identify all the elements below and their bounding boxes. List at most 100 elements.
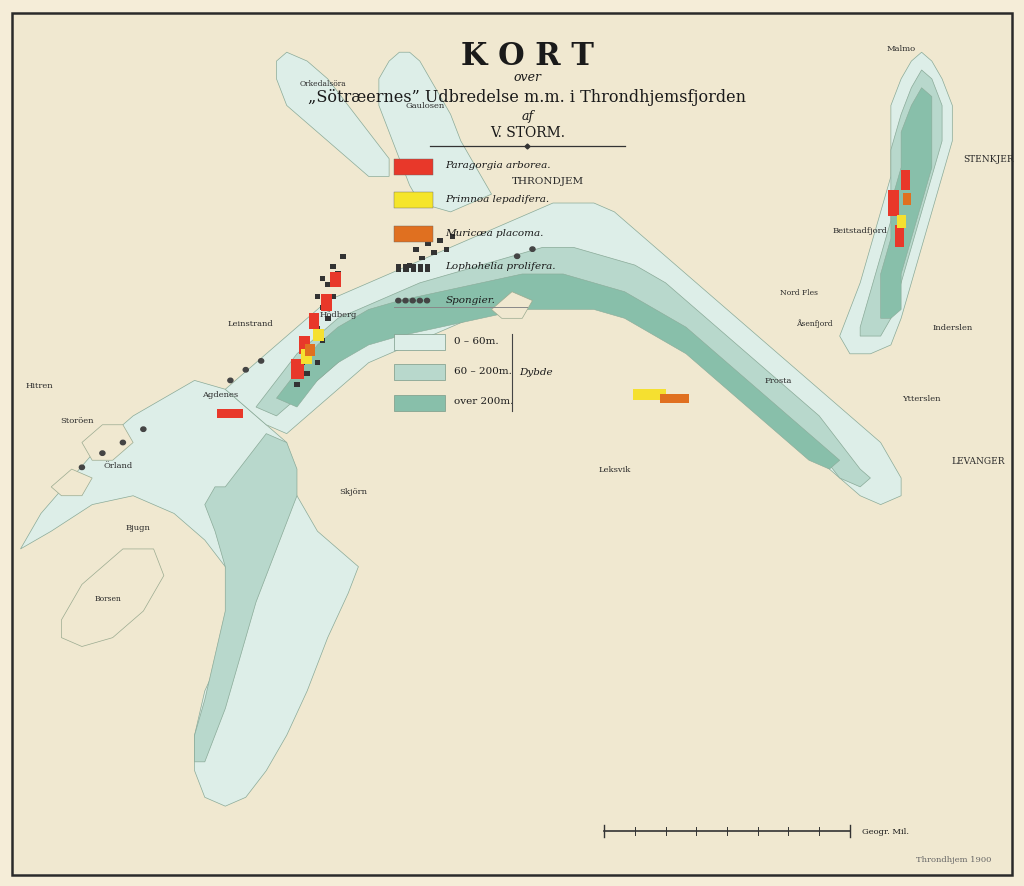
Bar	[394, 227, 433, 243]
Bar	[294, 383, 300, 388]
Text: Beitstadfjord: Beitstadfjord	[833, 226, 888, 235]
Bar	[660, 394, 689, 403]
Bar	[313, 330, 324, 342]
Text: af: af	[521, 110, 534, 122]
Text: Muricœa placoma.: Muricœa placoma.	[445, 229, 544, 237]
Text: over 200m.: over 200m.	[454, 397, 513, 406]
Text: Leksvik: Leksvik	[598, 465, 631, 474]
Bar	[633, 390, 666, 400]
Bar	[291, 360, 304, 379]
Text: Ytterslen: Ytterslen	[902, 394, 941, 403]
Polygon shape	[20, 381, 358, 806]
Text: THRONDJEM: THRONDJEM	[512, 177, 584, 186]
Bar	[309, 314, 319, 330]
Polygon shape	[276, 275, 840, 470]
Polygon shape	[379, 53, 492, 213]
Bar	[425, 265, 430, 273]
Bar	[325, 283, 331, 288]
Bar	[325, 316, 331, 322]
Bar	[394, 395, 445, 411]
Text: Hödberg: Hödberg	[319, 310, 356, 319]
Circle shape	[244, 369, 248, 373]
Bar	[314, 327, 321, 332]
Bar	[407, 263, 413, 268]
Bar	[299, 361, 305, 366]
Text: Malmo: Malmo	[887, 44, 915, 53]
Bar	[418, 265, 423, 273]
Circle shape	[100, 452, 105, 455]
Text: Throndhjem 1900: Throndhjem 1900	[915, 855, 991, 864]
Bar	[335, 272, 341, 277]
Polygon shape	[225, 204, 901, 505]
Bar	[394, 159, 433, 175]
Bar	[394, 365, 445, 381]
Bar	[413, 247, 419, 253]
Polygon shape	[61, 549, 164, 647]
Polygon shape	[881, 89, 932, 319]
Text: Örland: Örland	[103, 461, 132, 470]
Bar	[431, 251, 437, 256]
Bar	[411, 265, 416, 273]
Bar	[319, 306, 326, 311]
Bar	[309, 318, 315, 323]
Circle shape	[80, 466, 85, 470]
Bar	[901, 171, 910, 190]
Bar	[340, 254, 346, 260]
Bar	[330, 273, 341, 288]
Text: Nord Fles: Nord Fles	[779, 288, 818, 297]
Polygon shape	[276, 53, 389, 177]
Bar	[394, 193, 433, 209]
Text: Geogr. Mil.: Geogr. Mil.	[862, 827, 909, 835]
Bar	[314, 294, 321, 299]
Circle shape	[515, 255, 519, 260]
Bar	[443, 247, 450, 253]
Polygon shape	[492, 292, 532, 319]
Bar	[304, 338, 310, 344]
Text: Spongier.: Spongier.	[445, 296, 496, 305]
Text: Hitren: Hitren	[26, 381, 52, 390]
Bar	[321, 295, 332, 312]
Bar	[217, 409, 243, 418]
Text: „Sötræernes” Udbredelse m.m. i Throndhjemsfjorden: „Sötræernes” Udbredelse m.m. i Throndhje…	[308, 89, 746, 106]
Bar	[299, 337, 310, 354]
Polygon shape	[195, 434, 297, 762]
Bar	[888, 190, 899, 217]
Bar	[314, 361, 321, 366]
Bar	[305, 345, 315, 356]
Circle shape	[227, 379, 233, 384]
Text: V. STORM.: V. STORM.	[489, 126, 565, 140]
Text: Orkedalsöra: Orkedalsöra	[299, 80, 346, 89]
Text: STENKJER: STENKJER	[963, 155, 1014, 164]
Bar	[396, 265, 401, 273]
Bar	[903, 194, 911, 206]
Text: Storöen: Storöen	[60, 416, 93, 425]
Text: Bjugn: Bjugn	[126, 523, 151, 532]
Text: LEVANGER: LEVANGER	[951, 456, 1005, 465]
Text: Borsen: Borsen	[94, 594, 121, 602]
Bar	[309, 350, 315, 355]
Bar	[330, 265, 336, 270]
Text: Primnoa lepadifera.: Primnoa lepadifera.	[445, 195, 550, 204]
Text: Dybde: Dybde	[519, 368, 553, 377]
Polygon shape	[860, 71, 942, 337]
Bar	[304, 371, 310, 377]
Circle shape	[395, 299, 401, 303]
Text: over: over	[513, 71, 542, 83]
Polygon shape	[840, 53, 952, 354]
Bar	[425, 242, 431, 247]
Text: 60 – 200m.: 60 – 200m.	[454, 367, 512, 376]
Circle shape	[141, 428, 146, 432]
Polygon shape	[82, 425, 133, 461]
Text: Frosta: Frosta	[765, 377, 792, 385]
Polygon shape	[256, 248, 870, 487]
Bar	[319, 276, 326, 282]
Circle shape	[403, 299, 408, 303]
Text: Paragorgia arborea.: Paragorgia arborea.	[445, 161, 551, 170]
Text: Leinstrand: Leinstrand	[228, 319, 273, 328]
Text: 0 – 60m.: 0 – 60m.	[454, 337, 499, 346]
Bar	[319, 338, 326, 344]
Text: K O R T: K O R T	[461, 42, 594, 72]
Polygon shape	[51, 470, 92, 496]
Bar	[403, 265, 409, 273]
Bar	[330, 294, 336, 299]
